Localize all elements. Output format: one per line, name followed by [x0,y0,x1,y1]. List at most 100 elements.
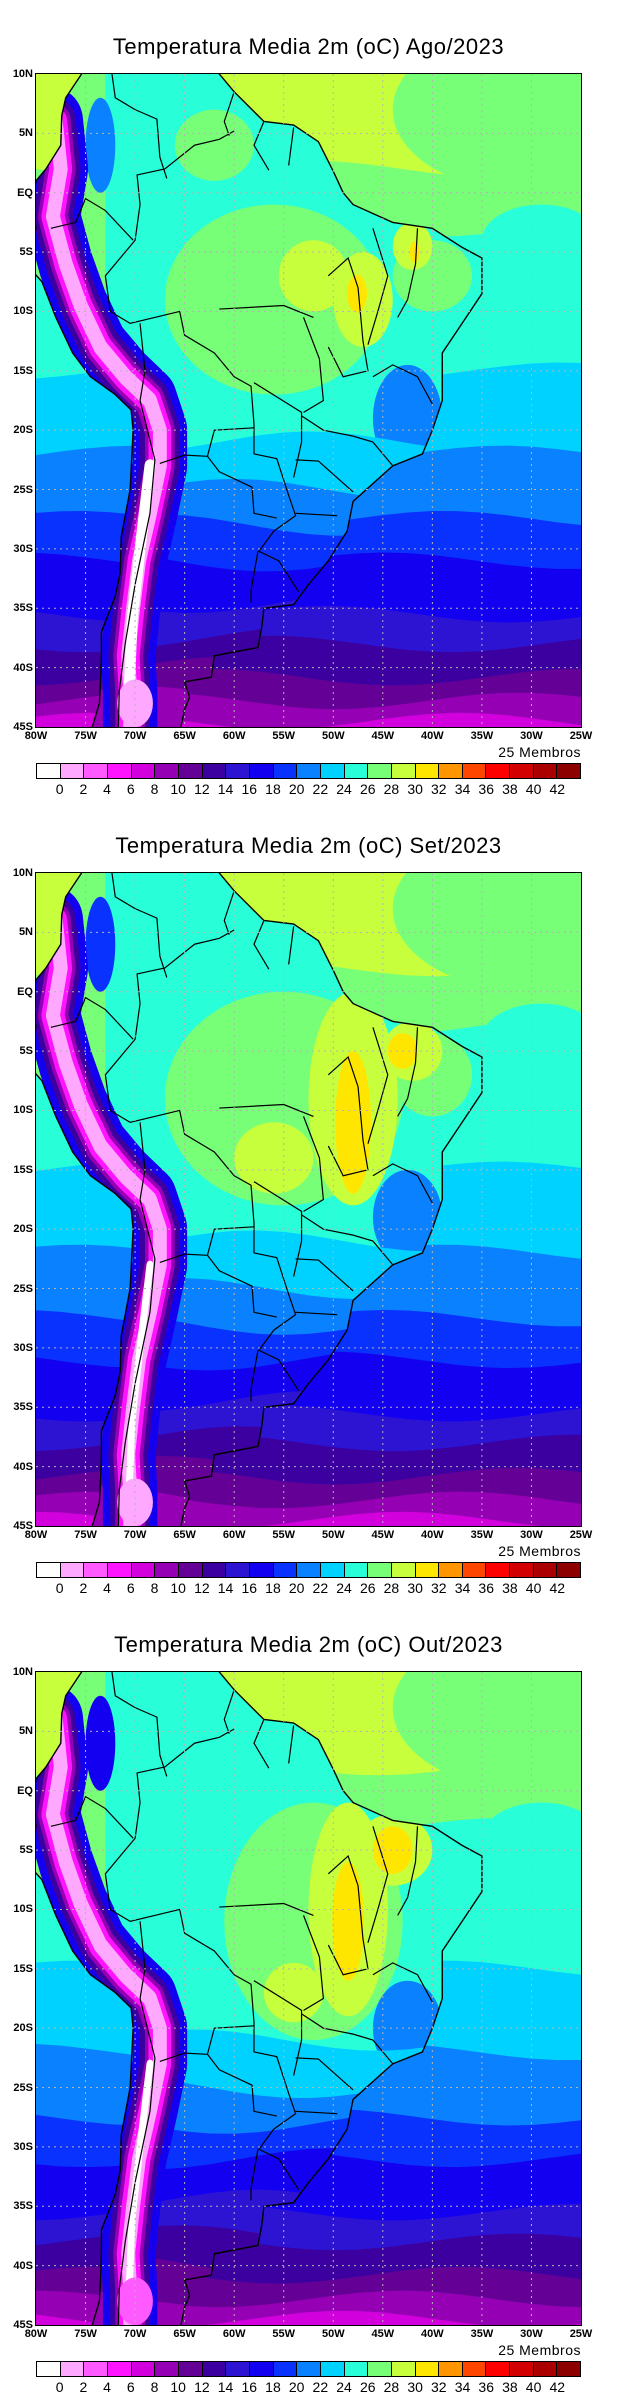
colorbar [36,1562,581,1578]
colorbar-label: 8 [150,2379,159,2395]
lat-tick-label: 45S [13,721,33,733]
colorbar-label: 18 [265,2379,281,2395]
lon-tick-label: 80W [24,1529,48,1541]
coastline [36,74,482,727]
colorbar-label: 14 [217,781,234,797]
border-line [254,1182,302,1277]
colorbar-label: 20 [288,781,305,797]
lon-tick-label: 60W [222,1529,246,1541]
contour-patch [372,1169,443,1265]
colorbar-swatch [439,2362,463,2376]
border-line [398,1826,418,1915]
colorbar-label: 20 [288,2379,305,2395]
lon-tick-label: 70W [123,2328,147,2340]
border-line [224,1690,234,1734]
colorbar-swatch [510,1563,534,1577]
lat-tick-label: EQ [17,1784,33,1797]
colorbar-swatch [107,1563,132,1577]
colorbar-swatch [107,764,132,778]
lat-tick-label: 5S [19,1045,33,1058]
colorbar-label: 10 [170,1580,186,1596]
lat-tick-label: 5S [19,246,33,259]
colorbar [36,763,581,779]
colorbar-label: 18 [265,781,281,797]
colorbar-label: 16 [241,2379,258,2395]
border-line [224,891,234,935]
colorbar-label: 8 [150,781,159,797]
colorbar-label: 8 [150,1580,159,1596]
colorbar-swatch [273,1563,298,1577]
colorbar-swatch [462,1563,487,1577]
border-line [398,1027,418,1116]
colorbar-label: 28 [383,2379,400,2395]
lon-tick-label: 40W [421,2328,444,2340]
colorbar-swatch [344,2362,369,2376]
colorbar [36,2361,581,2377]
border-line [368,1027,388,1143]
lon-tick-label: 35W [470,1529,494,1541]
colorbar-swatch [273,2362,298,2376]
colorbar-swatch [155,2362,179,2376]
colorbar-label: 22 [312,1580,329,1596]
border-line [296,1312,338,1314]
colorbar-label: 32 [431,1580,447,1596]
colorbar-label: 40 [525,781,542,797]
members-label: 25 Membros [498,2342,581,2358]
colorbar-label: 6 [126,1580,135,1596]
colorbar-label: 26 [359,781,376,797]
colorbar-swatch [60,1563,85,1577]
colorbar-swatch [84,1563,108,1577]
colorbar-swatch [60,764,85,778]
coastline [36,873,482,1526]
colorbar-swatch [226,1563,250,1577]
colorbar-swatch [368,764,392,778]
colorbar-label: 18 [265,1580,281,1596]
colorbar-label: 24 [336,1580,352,1596]
lon-tick-label: 80W [24,730,48,742]
border-line [110,873,166,977]
colorbar-swatch [533,764,558,778]
lat-tick-label: 5N [18,926,33,939]
colorbar-label: 0 [55,781,64,797]
colorbar-label: 42 [549,1580,566,1596]
temperature-map [35,872,582,1527]
lon-tick-label: 70W [123,1529,147,1541]
lon-tick-label: 50W [321,1529,345,1541]
colorbar-label: 24 [336,2379,352,2395]
lat-tick-label: 15S [13,364,33,377]
colorbar-swatch [557,764,581,778]
border-line [207,1255,276,1317]
border-line [304,1116,324,1211]
lat-tick-label: 25S [13,2081,33,2094]
lon-tick-label: 35W [470,730,494,742]
colorbar-swatch [439,1563,463,1577]
colorbar-label: 28 [383,781,400,797]
lon-tick-label: 30W [520,730,543,742]
lat-tick-label: 30S [13,2140,33,2153]
forecast-panel: Temperatura Media 2m (oC) Set/2023 10N 5N E… [0,799,618,1598]
lon-tick-label: 50W [321,2328,345,2340]
lat-tick-label: 40S [13,2259,33,2272]
colorbar-label: 30 [407,1580,423,1596]
colorbar-label: 20 [288,1580,305,1596]
lat-tick-label: 10S [13,305,33,318]
lon-tick-label: 80W [24,2328,48,2340]
border-line [368,228,388,344]
border-line [296,2058,353,2090]
contour-patch [174,109,254,181]
lon-tick-label: 65W [173,730,196,742]
border-line [328,1057,368,1176]
forecast-panel: Temperatura Media 2m (oC) Out/2023 10N 5N E… [0,1598,618,2397]
lat-tick-label: 40S [13,1460,33,1473]
lon-tick-label: 25W [569,1529,593,1541]
colorbar-label: 10 [170,781,186,797]
border-line [289,127,294,165]
lat-tick-label: 5S [19,1844,33,1857]
border-line [251,2149,258,2200]
lat-tick-label: 40S [13,661,33,674]
colorbar-swatch [84,764,108,778]
colorbar-label: 4 [103,2379,111,2395]
lat-tick-label: 10S [13,1903,33,1916]
border-line [296,1259,353,1291]
border-line [398,228,418,317]
